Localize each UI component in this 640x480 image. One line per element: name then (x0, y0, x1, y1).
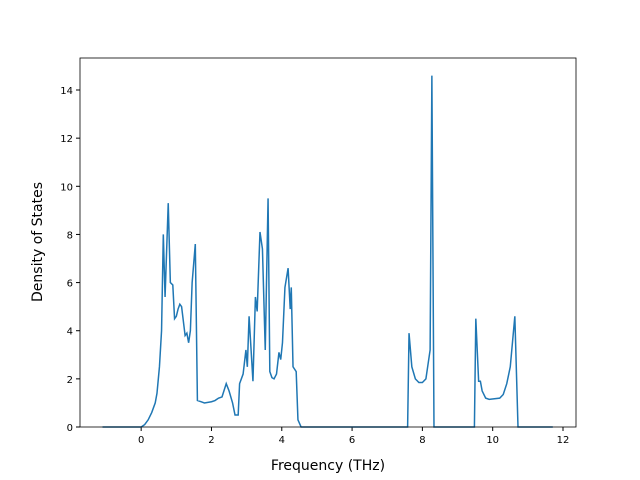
y-axis-label: Density of States (30, 182, 46, 302)
y-tick-label: 6 (67, 279, 73, 290)
x-tick-label: 0 (138, 435, 144, 446)
y-tick-label: 12 (60, 134, 73, 145)
y-tick-label: 0 (67, 423, 73, 434)
plot-frame (79, 57, 577, 428)
x-tick-label: 2 (208, 435, 214, 446)
x-tick-label: 6 (349, 435, 355, 446)
y-tick-label: 10 (60, 182, 73, 193)
x-tick-label: 8 (419, 435, 425, 446)
y-tick-label: 2 (67, 375, 73, 386)
y-tick-label: 14 (60, 86, 73, 97)
x-tick-label: 12 (557, 435, 570, 446)
x-tick-label: 10 (486, 435, 499, 446)
x-axis-label: Frequency (THz) (271, 458, 385, 474)
y-tick-label: 8 (67, 230, 73, 241)
y-tick-label: 4 (67, 327, 73, 338)
x-tick-label: 4 (279, 435, 285, 446)
line (102, 75, 553, 428)
